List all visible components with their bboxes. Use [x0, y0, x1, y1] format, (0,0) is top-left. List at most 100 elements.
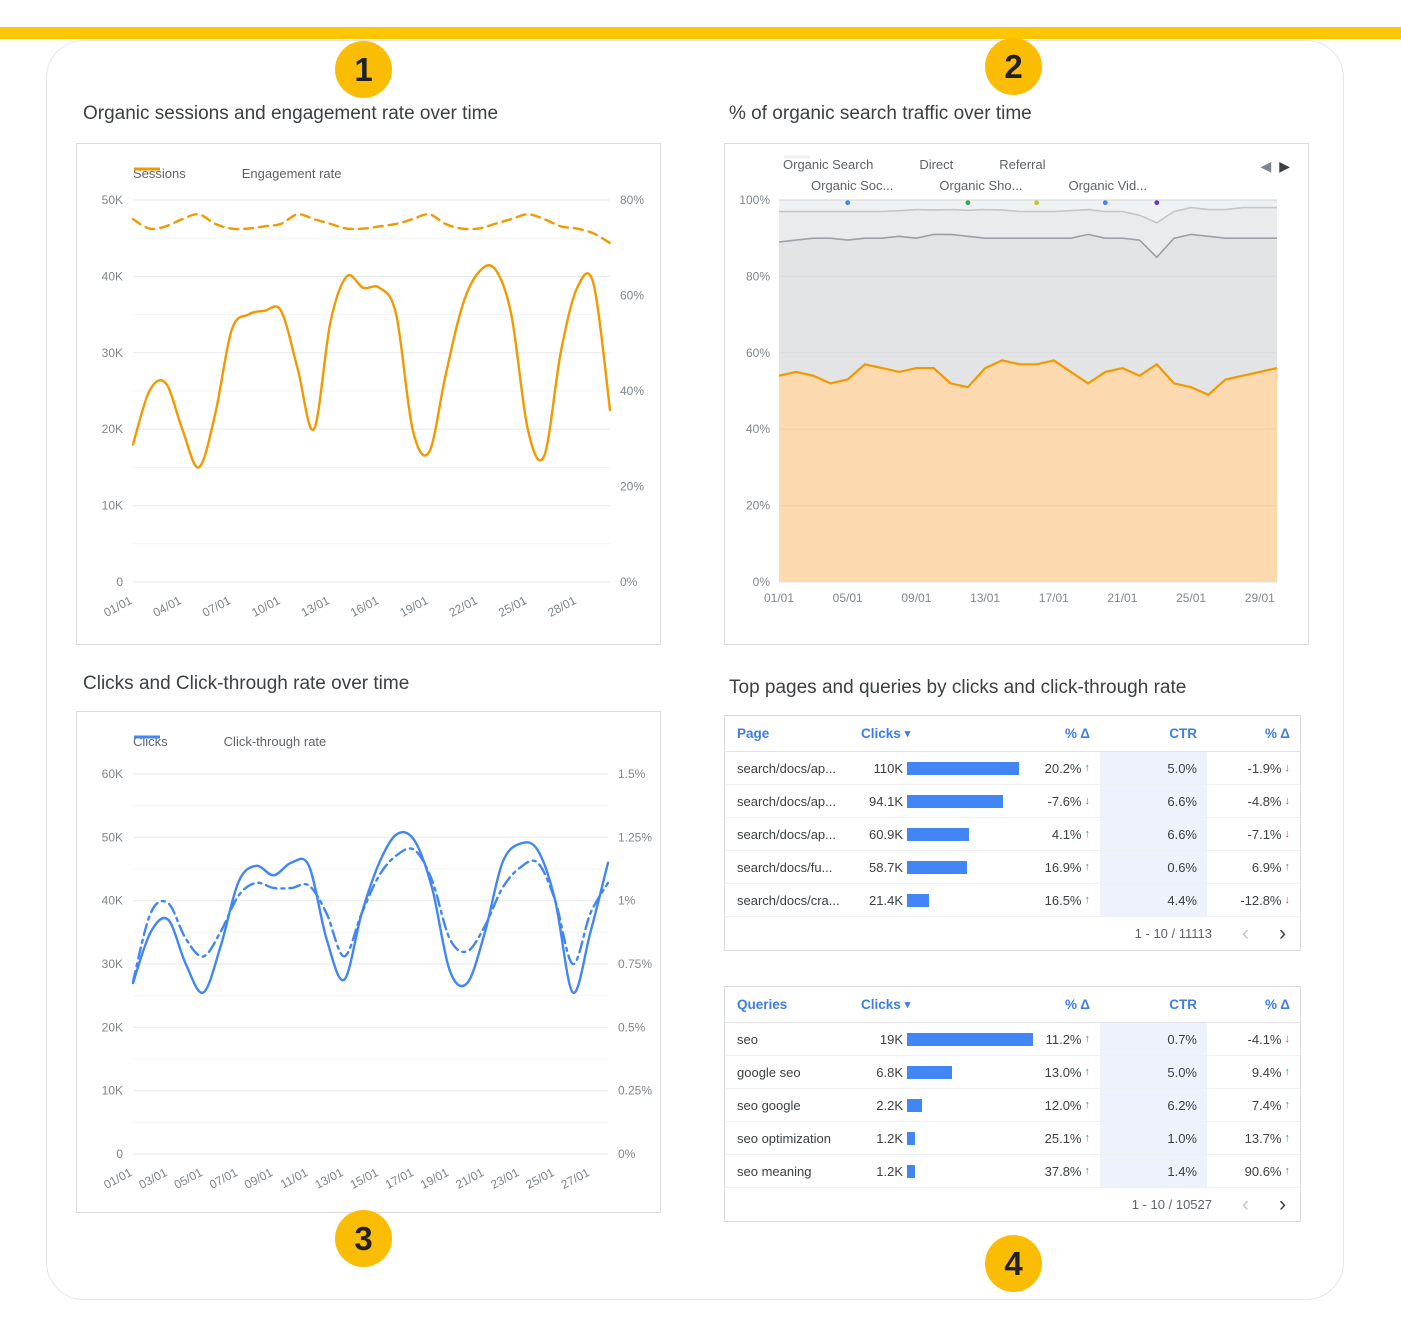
column-header-0[interactable]: Queries [737, 997, 788, 1012]
column-header-2[interactable]: % Δ [1065, 997, 1090, 1012]
column-header-1[interactable]: Clicks ▾ [861, 726, 911, 741]
clicks-cell: 94.1K [853, 785, 1038, 817]
row-label: search/docs/cra... [737, 892, 840, 908]
delta-cell: 13.0% ↑ [1044, 1064, 1090, 1080]
table-header-row: Queries Clicks ▾ % Δ CTR % Δ [725, 987, 1300, 1023]
svg-text:21/01: 21/01 [453, 1165, 486, 1192]
clicks-bar [907, 827, 969, 841]
legend-item: Organic Soc... [784, 155, 893, 193]
pagination-label: 1 - 10 / 10527 [1131, 1197, 1212, 1212]
clicks-line-chart: 0 10K 20K 30K 40K 50K 60K 0% 0.25% 0.5% 0.75% 1% 1.2… [101, 767, 652, 1192]
down-arrow-icon: ↓ [1084, 795, 1091, 807]
row-label: search/docs/ap... [737, 760, 836, 776]
svg-text:01/01: 01/01 [764, 591, 794, 605]
column-header-3[interactable]: CTR [1169, 726, 1197, 741]
column-header-2[interactable]: % Δ [1065, 726, 1090, 741]
clicks-cell: 60.9K [853, 818, 1038, 850]
sessions-line-chart: 0 10K 20K 30K 40K 50K 0% 20% 40% 60% 80% 01/01 04/01… [101, 193, 644, 620]
table-header-row: Page Clicks ▾ % Δ CTR % Δ [725, 716, 1300, 752]
delta-cell: -4.8% ↓ [1247, 793, 1291, 809]
clicks-bar [907, 893, 929, 907]
column-header-3[interactable]: CTR [1169, 997, 1197, 1012]
sessions-chart-panel: Sessions Engagement rate 0 10K 20K 30K 40K 50K… [76, 143, 661, 645]
svg-text:20K: 20K [102, 422, 123, 436]
svg-text:13/01: 13/01 [312, 1165, 345, 1192]
sessions-panel-title: Organic sessions and engagement rate ove… [83, 103, 499, 124]
legend-swatch-icon [784, 155, 810, 159]
column-header-0[interactable]: Page [737, 726, 770, 741]
svg-text:15/01: 15/01 [348, 1165, 381, 1192]
ctr-cell: 5.0% [1100, 1056, 1207, 1088]
callout-badge-2: 2 [985, 38, 1042, 95]
svg-text:03/01: 03/01 [137, 1165, 170, 1192]
svg-text:05/01: 05/01 [172, 1165, 205, 1192]
down-arrow-icon: ↓ [1284, 795, 1291, 807]
legend-next-icon[interactable]: ▶ [1279, 158, 1292, 174]
organic-share-legend: Organic Search Direct Referral Organic Soc.… [783, 154, 1147, 196]
svg-text:10K: 10K [102, 499, 123, 513]
delta-cell: 16.5% ↑ [1044, 892, 1090, 908]
up-arrow-icon: ↑ [1084, 861, 1091, 873]
table-row[interactable]: google seo 6.8K 13.0% ↑ 5.0% 9.4% ↑ [725, 1056, 1300, 1089]
svg-text:16/01: 16/01 [348, 593, 381, 620]
column-header-4[interactable]: % Δ [1265, 726, 1290, 741]
svg-text:19/01: 19/01 [397, 593, 430, 620]
row-label: seo optimization [737, 1130, 831, 1146]
clicks-bar [907, 1131, 915, 1145]
legend-label: Organic Search [783, 157, 874, 172]
table-row[interactable]: search/docs/ap... 110K 20.2% ↑ 5.0% -1.9% ↓ [725, 752, 1300, 785]
next-page-icon[interactable]: › [1279, 1193, 1286, 1216]
svg-text:17/01: 17/01 [1039, 591, 1069, 605]
svg-text:01/01: 01/01 [101, 1165, 134, 1192]
delta-cell: 13.7% ↑ [1244, 1130, 1290, 1146]
svg-text:40K: 40K [102, 894, 123, 908]
table-row[interactable]: seo optimization 1.2K 25.1% ↑ 1.0% 13.7% ↑ [725, 1122, 1300, 1155]
pages-table: Page Clicks ▾ % Δ CTR % Δ search/docs/ap... 110… [724, 715, 1301, 951]
row-label: seo google [737, 1097, 801, 1113]
svg-text:25/01: 25/01 [496, 593, 529, 620]
table-row[interactable]: search/docs/cra... 21.4K 16.5% ↑ 4.4% -12.8% ↓ [725, 884, 1300, 917]
legend-label: Organic Sho... [939, 178, 1023, 193]
down-arrow-icon: ↓ [1284, 894, 1291, 906]
clicks-cell: 1.2K [853, 1122, 1038, 1154]
svg-text:0: 0 [116, 575, 123, 589]
row-label: search/docs/ap... [737, 826, 836, 842]
next-page-icon[interactable]: › [1279, 922, 1286, 945]
row-label: search/docs/fu... [737, 859, 833, 875]
legend-label: Click-through rate [223, 734, 327, 749]
table-row[interactable]: search/docs/fu... 58.7K 16.9% ↑ 0.6% 6.9% ↑ [725, 851, 1300, 884]
table-row[interactable]: seo 19K 11.2% ↑ 0.7% -4.1% ↓ [725, 1023, 1300, 1056]
table-row[interactable]: seo meaning 1.2K 37.8% ↑ 1.4% 90.6% ↑ [725, 1155, 1300, 1188]
clicks-panel-title: Clicks and Click-through rate over time [83, 673, 410, 694]
clicks-bar [907, 761, 1019, 775]
svg-text:20K: 20K [102, 1020, 123, 1034]
sort-desc-icon[interactable]: ▾ [904, 999, 911, 1011]
table-row[interactable]: search/docs/ap... 94.1K -7.6% ↓ 6.6% -4.8% ↓ [725, 785, 1300, 818]
table-row[interactable]: search/docs/ap... 60.9K 4.1% ↑ 6.6% -7.1% ↓ [725, 818, 1300, 851]
svg-text:1%: 1% [618, 894, 636, 908]
column-header-1[interactable]: Clicks ▾ [861, 997, 911, 1012]
legend-row: Organic Soc... Organic Sho... Organic Vid.… [783, 155, 1147, 196]
legend-prev-icon[interactable]: ◀ [1260, 158, 1274, 174]
prev-page-icon[interactable]: ‹ [1242, 1193, 1249, 1216]
up-arrow-icon: ↑ [1084, 1132, 1091, 1144]
svg-text:100%: 100% [739, 193, 770, 207]
organic-share-panel-title: % of organic search traffic over time [729, 103, 1032, 124]
prev-page-icon[interactable]: ‹ [1242, 922, 1249, 945]
pagination: 1 - 10 / 10527 ‹ › [725, 1188, 1300, 1221]
clicks-cell: 19K [853, 1023, 1038, 1055]
column-header-4[interactable]: % Δ [1265, 997, 1290, 1012]
organic-share-area-chart: 0% 20% 40% 60% 80% 100% 01/01 05/01 09/01 13/01 17… [739, 193, 1278, 605]
pagination-label: 1 - 10 / 11113 [1134, 926, 1212, 941]
svg-text:17/01: 17/01 [383, 1165, 416, 1192]
svg-text:0: 0 [116, 1147, 123, 1161]
ctr-cell: 0.7% [1100, 1023, 1207, 1055]
legend-item: Engagement rate [134, 166, 341, 181]
down-arrow-icon: ↓ [1284, 762, 1291, 774]
svg-text:60%: 60% [746, 346, 770, 360]
clicks-bar [907, 1164, 915, 1178]
table-row[interactable]: seo google 2.2K 12.0% ↑ 6.2% 7.4% ↑ [725, 1089, 1300, 1122]
clicks-cell: 58.7K [853, 851, 1038, 883]
delta-cell: -1.9% ↓ [1247, 760, 1291, 776]
sort-desc-icon[interactable]: ▾ [904, 728, 911, 740]
